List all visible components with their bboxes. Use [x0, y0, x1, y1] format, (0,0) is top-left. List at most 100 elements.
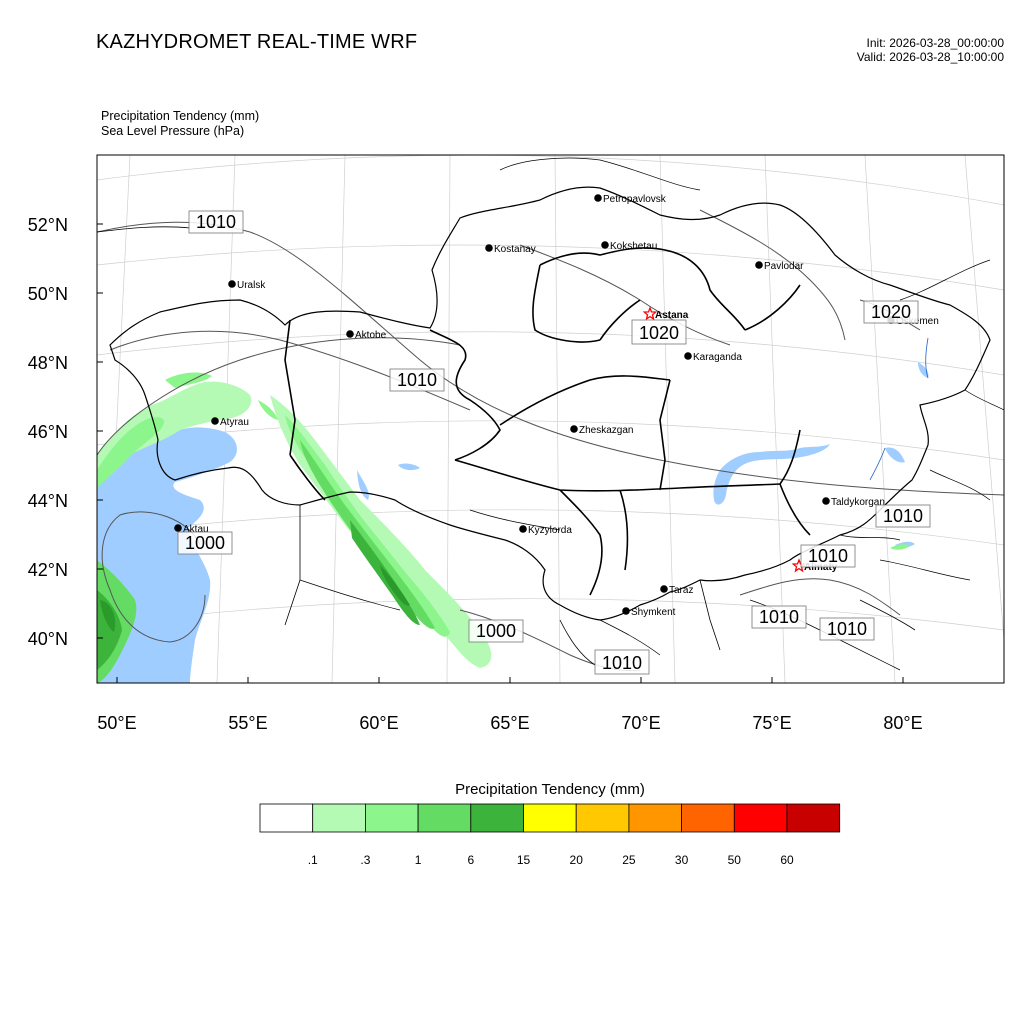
isobar-label-box: [751, 605, 807, 629]
colorbar-tick-label: 60: [780, 853, 794, 867]
init-time: Init: 2026-03-28_00:00:00: [866, 36, 1004, 50]
city-dot-uralsk: [228, 280, 236, 288]
isobar-label-box: [177, 531, 233, 555]
colorbar-swatch: [312, 803, 366, 833]
run-times: Init: 2026-03-28_00:00:00 Valid: 2026-03…: [857, 36, 1004, 64]
isobar-label: 1020: [871, 302, 911, 322]
isobar-label-box: [468, 619, 524, 643]
isobar-label-box: [875, 504, 931, 528]
isobar-label-box: [863, 300, 919, 324]
lon-label: 80°E: [883, 713, 922, 733]
colorbar: [259, 803, 841, 833]
aral-sea: [357, 470, 369, 500]
valid-time: Valid: 2026-03-28_10:00:00: [856, 50, 1004, 64]
colorbar-tick-label: 50: [728, 853, 742, 867]
field-label-slp: Sea Level Pressure (hPa): [101, 124, 245, 138]
colorbar-swatch: [470, 803, 524, 833]
city-label-petropavlovsk: Petropavlovsk: [603, 194, 667, 205]
city-label-zheskazgan: Zheskazgan: [579, 425, 633, 436]
lon-label: 65°E: [490, 713, 529, 733]
colorbar-tick-labels: .1 .3 1 6 15 20 25 30 50 60: [308, 853, 794, 867]
city-dot-kokshetau: [601, 241, 609, 249]
isobar-label: 1000: [476, 621, 516, 641]
city-label-aktau: Aktau: [183, 524, 209, 535]
city-dot-karaganda: [684, 352, 692, 360]
colorbar-tick-label: 15: [517, 853, 531, 867]
city-dot-shymkent: [622, 607, 630, 615]
lat-label: 48°N: [28, 353, 68, 373]
city-star-astana: [642, 306, 658, 321]
city-dot-aktau: [174, 524, 182, 532]
isobar-label: 1010: [883, 506, 923, 526]
lon-label: 55°E: [228, 713, 267, 733]
city-label-kyzylorda: Kyzylorda: [528, 525, 572, 536]
colorbar-swatch: [417, 803, 472, 833]
city-dot-zheskazgan: [570, 425, 578, 433]
isobar-label: 1010: [602, 653, 642, 673]
city-label-shymkent: Shymkent: [631, 607, 676, 618]
isobar-label-box: [800, 544, 856, 568]
field-label-precip: Precipitation Tendency (mm): [101, 109, 260, 123]
shardara-lake: [398, 463, 420, 471]
city-label-uralsk: Uralsk: [237, 280, 266, 291]
colorbar-tick-label: 30: [675, 853, 689, 867]
isobar-label: 1000: [185, 533, 225, 553]
city-dot-taldykorgan: [822, 497, 830, 505]
isobar-label-box: [819, 617, 875, 641]
isobar-label-box: [594, 649, 650, 675]
colorbar-swatch: [681, 803, 735, 833]
map-frame: [96, 154, 1005, 684]
colorbar-tick-label: .1: [308, 853, 318, 867]
colorbar-swatch: [364, 803, 419, 833]
lat-label: 44°N: [28, 491, 68, 511]
lat-label: 52°N: [28, 215, 68, 235]
colorbar-swatch: [628, 803, 683, 833]
city-dot-kyzylorda: [519, 525, 527, 533]
city-dot-kostanay: [485, 244, 493, 252]
city-label-atyrau: Atyrau: [220, 417, 249, 428]
lon-label: 70°E: [621, 713, 660, 733]
lon-label: 60°E: [359, 713, 398, 733]
city-label-astana: Astana: [655, 310, 689, 321]
zaysan-lake: [918, 362, 929, 378]
isobar-label: 1010: [196, 212, 236, 232]
lat-labels: 52°N 50°N 48°N 46°N 44°N 42°N 40°N: [28, 215, 68, 649]
city-label-taraz: Taraz: [669, 585, 693, 596]
isobar-labels: 1010 1010 1020 1020 1000 1010 1010 1000 1010 1010…: [177, 210, 931, 675]
colorbar-swatch: [259, 803, 314, 833]
lat-label: 50°N: [28, 284, 68, 304]
city-label-almaty: Almaty: [804, 562, 838, 573]
colorbar-title: Precipitation Tendency (mm): [455, 781, 645, 798]
lat-ticks: [97, 223, 103, 639]
colorbar-tick-label: 20: [570, 853, 584, 867]
isobar-label-box: [389, 368, 445, 392]
lat-label: 40°N: [28, 629, 68, 649]
map-content: [97, 155, 1004, 683]
map-title: KAZHYDROMET REAL-TIME WRF: [96, 31, 418, 53]
lon-labels: 50°E 55°E 60°E 65°E 70°E 75°E 80°E: [97, 713, 922, 733]
city-dot-pavlodar: [755, 261, 763, 269]
city-label-kokshetau: Kokshetau: [610, 241, 657, 252]
city-dot-atyrau: [211, 417, 219, 425]
lon-label: 75°E: [752, 713, 791, 733]
colorbar-swatch: [733, 803, 788, 833]
isobar-label-box: [188, 210, 244, 234]
colorbar-tick-label: 1: [415, 853, 422, 867]
city-dot-petropavlovsk: [594, 194, 602, 202]
precip-shading: [97, 372, 910, 683]
city-label-taldykorgan: Taldykorgan: [831, 497, 885, 508]
balkhash-lake: [713, 444, 830, 505]
kazakhstan-border: [109, 186, 991, 621]
colorbar-swatch: [575, 803, 630, 833]
region-borders: [284, 247, 811, 596]
colorbar-tick-label: 6: [467, 853, 474, 867]
borders: [97, 157, 1004, 671]
rivers: [869, 337, 929, 481]
city-label-kostanay: Kostanay: [494, 244, 536, 255]
lon-ticks: [116, 677, 904, 683]
sasykkol-lake: [885, 447, 905, 463]
city-dot-taraz: [660, 585, 668, 593]
city-label-aktobe: Aktobe: [355, 330, 387, 341]
isobar-label: 1010: [759, 607, 799, 627]
colorbar-tick-label: .3: [360, 853, 370, 867]
